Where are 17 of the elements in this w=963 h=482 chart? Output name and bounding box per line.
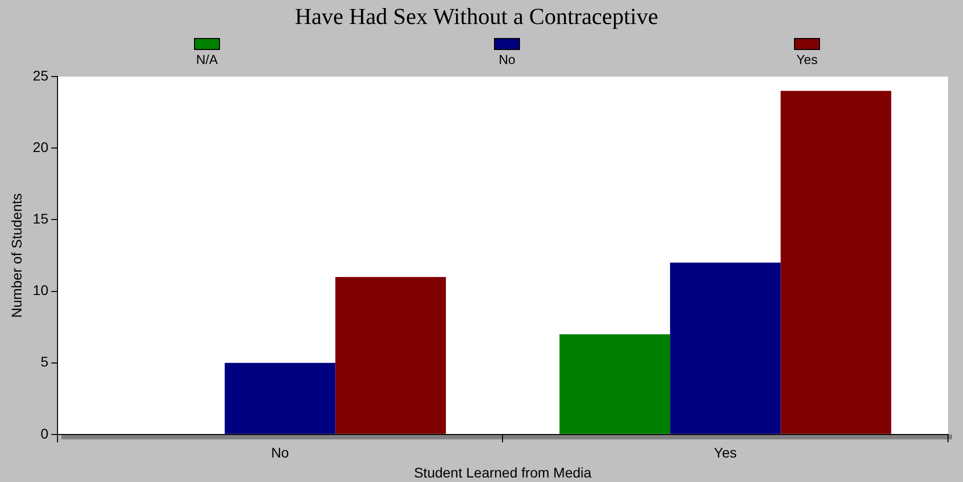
bar: [335, 276, 446, 434]
y-tick-label: 20: [32, 139, 49, 156]
y-axis-title: Number of Students: [8, 193, 24, 318]
y-tick-label: 10: [32, 282, 49, 298]
legend-label: No: [498, 52, 516, 67]
y-tick-label: 5: [40, 354, 49, 370]
bar: [224, 362, 336, 434]
x-axis-title: Student Learned from Media: [414, 464, 592, 480]
bar: [670, 262, 781, 434]
y-tick-label: 25: [32, 67, 49, 84]
y-tick-label: 0: [40, 425, 49, 442]
bar: [780, 90, 892, 434]
legend-label: Yes: [796, 52, 818, 67]
legend-label: N/A: [196, 52, 218, 67]
chart-title: Have Had Sex Without a Contraceptive: [294, 4, 658, 29]
bar: [559, 334, 670, 434]
y-tick-label: 15: [32, 210, 49, 227]
